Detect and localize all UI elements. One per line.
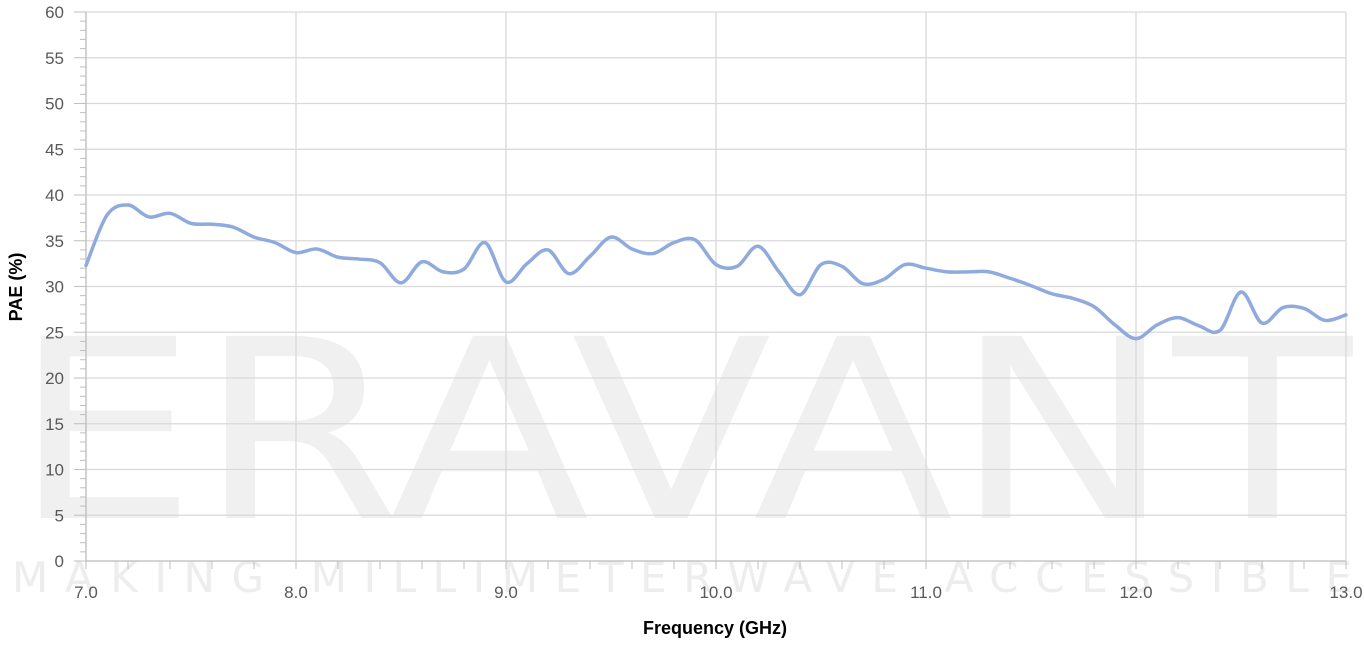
y-tick-label: 55 [45, 49, 64, 68]
x-tick-label: 13.0 [1329, 583, 1362, 602]
x-tick-label: 7.0 [74, 583, 98, 602]
watermark-brand: ERAVANT [12, 286, 1354, 577]
x-axis-title: Frequency (GHz) [643, 618, 787, 638]
y-tick-label: 50 [45, 95, 64, 114]
x-tick-label: 8.0 [284, 583, 308, 602]
y-tick-label: 20 [45, 369, 64, 388]
y-tick-label: 25 [45, 323, 64, 342]
y-tick-label: 40 [45, 186, 64, 205]
watermark: ERAVANT MAKING MILLIMETERWAVE ACCESSIBLE [12, 286, 1354, 602]
y-tick-label: 60 [45, 3, 64, 22]
x-tick-label: 10.0 [699, 583, 732, 602]
y-tick-label: 0 [55, 552, 64, 571]
y-tick-label: 10 [45, 461, 64, 480]
axes [74, 11, 1347, 569]
y-tick-label: 30 [45, 278, 64, 297]
y-tick-label: 35 [45, 232, 64, 251]
series-group [84, 203, 1348, 341]
y-tick-label: 15 [45, 415, 64, 434]
x-tick-label: 9.0 [494, 583, 518, 602]
y-tick-label: 5 [55, 506, 64, 525]
x-tick-label: 11.0 [910, 583, 942, 602]
y-axis-title: PAE (%) [6, 253, 26, 322]
series-line [84, 203, 1348, 341]
tick-labels: 0 5 10 15 20 25 30 35 40 45 50 55 60 7.0 8.0 9.0 10.0 11.… [45, 3, 1362, 602]
gridlines [85, 11, 1347, 562]
y-tick-label: 45 [45, 140, 64, 159]
x-tick-label: 12.0 [1119, 583, 1152, 602]
